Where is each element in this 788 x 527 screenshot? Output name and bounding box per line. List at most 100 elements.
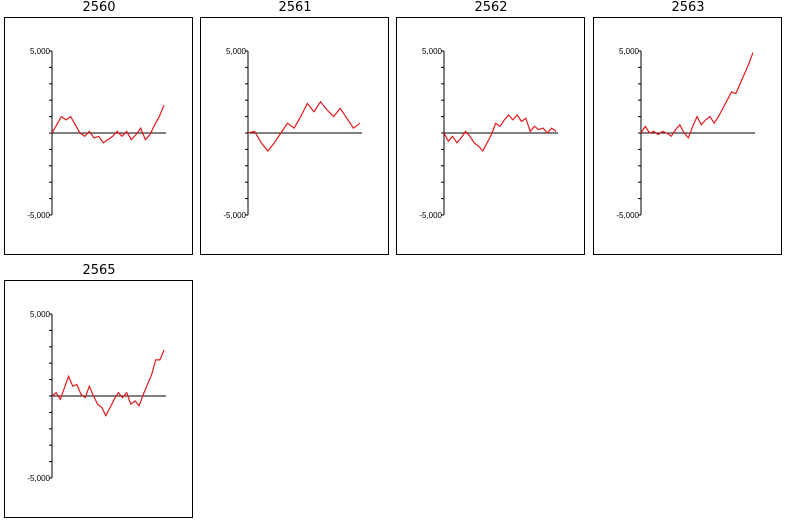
data-point (154, 124, 155, 125)
data-point (307, 103, 308, 104)
data-point (261, 142, 262, 143)
y-tick-label: -5,000 (419, 211, 442, 220)
data-point (313, 111, 314, 112)
series-line (247, 100, 361, 152)
data-point (508, 114, 509, 115)
data-point (487, 142, 488, 143)
data-point (247, 132, 248, 133)
chart-title: 2560 (82, 0, 116, 15)
data-point (504, 119, 505, 120)
line-chart: 5,000 -5,000 (27, 47, 166, 220)
data-point (98, 136, 99, 137)
data-point (159, 359, 160, 360)
data-point (51, 395, 52, 396)
data-point (452, 136, 453, 137)
chart-panel-2561: 2561 5,000 -5,000 (200, 0, 440, 264)
data-point (89, 386, 90, 387)
data-point (126, 392, 127, 393)
data-point (79, 132, 80, 133)
data-point (534, 126, 535, 127)
data-point (149, 134, 150, 135)
data-point (135, 134, 136, 135)
data-point (254, 131, 255, 132)
data-point (60, 399, 61, 400)
data-point (300, 116, 301, 117)
data-point (551, 128, 552, 129)
data-point (143, 394, 144, 395)
data-point (353, 128, 354, 129)
chart-frame (4, 280, 193, 518)
data-point (666, 132, 667, 133)
data-point (478, 146, 479, 147)
data-point (327, 109, 328, 110)
data-point (114, 399, 115, 400)
data-point (287, 123, 288, 124)
data-point (97, 404, 98, 405)
data-point (76, 384, 77, 385)
chart-title: 2561 (278, 0, 312, 15)
data-point (130, 404, 131, 405)
data-point (131, 139, 132, 140)
data-point (658, 134, 659, 135)
data-point (688, 137, 689, 138)
data-point (56, 124, 57, 125)
data-point (692, 126, 693, 127)
data-point (117, 131, 118, 132)
series-line (51, 349, 165, 418)
data-point (105, 415, 106, 416)
y-tick-label: -5,000 (27, 474, 50, 483)
data-point (530, 131, 531, 132)
data-point (118, 392, 119, 393)
line-chart: 5,000 -5,000 (616, 47, 755, 220)
data-point (640, 132, 641, 133)
data-point (103, 142, 104, 143)
y-tick-label: 5,000 (226, 47, 247, 56)
data-point (469, 136, 470, 137)
data-point (491, 134, 492, 135)
data-point (722, 108, 723, 109)
data-point (163, 105, 164, 106)
data-point (134, 400, 135, 401)
data-point (80, 394, 81, 395)
data-point (465, 131, 466, 132)
data-point (517, 114, 518, 115)
data-point (671, 136, 672, 137)
y-tick-label: 5,000 (422, 47, 443, 56)
data-point (51, 132, 52, 133)
data-point (662, 131, 663, 132)
data-point (701, 124, 702, 125)
chart-title: 2565 (82, 263, 116, 278)
data-point (456, 142, 457, 143)
data-point (64, 387, 65, 388)
data-point (112, 136, 113, 137)
data-point (280, 132, 281, 133)
data-point (709, 116, 710, 117)
line-chart: 5,000 -5,000 (419, 47, 558, 220)
data-point (346, 118, 347, 119)
data-point (359, 123, 360, 124)
y-tick-label: 5,000 (619, 47, 640, 56)
data-point (320, 101, 321, 102)
data-point (448, 141, 449, 142)
chart-frame (200, 17, 389, 255)
series-line (51, 104, 165, 144)
y-tick-label: 5,000 (30, 47, 51, 56)
data-point (675, 129, 676, 130)
data-point (748, 64, 749, 65)
data-point (521, 121, 522, 122)
data-point (140, 128, 141, 129)
data-point (110, 407, 111, 408)
data-point (163, 350, 164, 351)
data-point (84, 136, 85, 137)
data-point (443, 132, 444, 133)
data-point (735, 93, 736, 94)
data-point (752, 52, 753, 53)
data-point (145, 139, 146, 140)
data-point (89, 131, 90, 132)
data-point (649, 132, 650, 133)
data-point (543, 128, 544, 129)
data-point (499, 126, 500, 127)
data-point (121, 136, 122, 137)
y-tick-label: -5,000 (616, 211, 639, 220)
data-point (495, 123, 496, 124)
